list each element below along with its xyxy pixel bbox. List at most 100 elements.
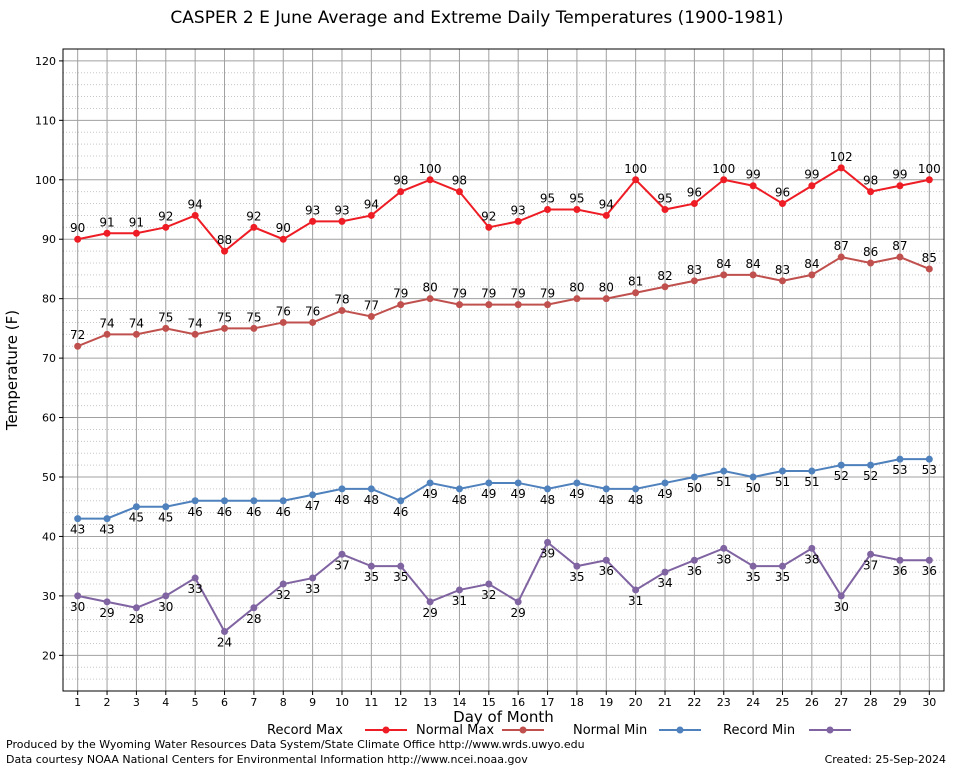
data-point xyxy=(397,188,405,196)
data-point xyxy=(808,544,816,552)
data-point xyxy=(250,223,258,231)
data-point xyxy=(250,604,258,612)
series-line xyxy=(77,458,930,520)
data-label: 36 xyxy=(599,564,614,578)
y-tick-label: 30 xyxy=(42,590,56,603)
data-point xyxy=(397,562,405,570)
series-record-max: 90 91 91 92 94 88 92 90 93 93 94 98 100 98 92 93 95 95 94 1… xyxy=(70,150,941,255)
data-point xyxy=(191,497,199,505)
x-tick-label: 28 xyxy=(864,696,878,709)
x-tick-label: 27 xyxy=(834,696,848,709)
data-label: 43 xyxy=(70,523,85,537)
data-point xyxy=(749,562,757,570)
data-point xyxy=(455,301,463,309)
data-label: 83 xyxy=(687,263,702,277)
data-point xyxy=(690,556,698,564)
data-label: 79 xyxy=(540,287,555,301)
legend-item: Normal Max xyxy=(416,723,544,738)
data-point xyxy=(544,538,552,546)
data-point xyxy=(514,217,522,225)
footer-produced-by: Produced by the Wyoming Water Resources … xyxy=(6,738,585,751)
data-point xyxy=(132,330,140,338)
data-point xyxy=(338,217,346,225)
data-label: 100 xyxy=(918,162,941,176)
data-point xyxy=(367,485,375,493)
x-tick-label: 25 xyxy=(775,696,789,709)
data-point xyxy=(837,592,845,600)
data-point xyxy=(690,277,698,285)
data-label: 48 xyxy=(334,493,349,507)
x-tick-label: 10 xyxy=(335,696,349,709)
data-point xyxy=(485,301,493,309)
data-point xyxy=(309,491,317,499)
data-point xyxy=(573,479,581,487)
data-label: 46 xyxy=(246,505,261,519)
data-point xyxy=(455,485,463,493)
data-label: 76 xyxy=(276,304,291,318)
data-point xyxy=(837,253,845,261)
data-label: 46 xyxy=(276,505,291,519)
data-label: 39 xyxy=(540,546,555,560)
data-label: 92 xyxy=(246,209,261,223)
data-point xyxy=(778,277,786,285)
x-tick-label: 1 xyxy=(74,696,81,709)
data-point xyxy=(191,211,199,219)
data-label: 75 xyxy=(217,310,232,324)
data-label: 33 xyxy=(188,582,203,596)
data-label: 35 xyxy=(775,570,790,584)
x-tick-label: 26 xyxy=(805,696,819,709)
data-point xyxy=(896,455,904,463)
data-point xyxy=(309,574,317,582)
data-label: 29 xyxy=(99,606,114,620)
data-label: 94 xyxy=(188,197,203,211)
data-point xyxy=(808,271,816,279)
data-label: 94 xyxy=(599,197,614,211)
data-point xyxy=(544,485,552,493)
data-label: 94 xyxy=(364,197,379,211)
data-label: 51 xyxy=(716,475,731,489)
y-tick-label: 90 xyxy=(42,233,56,246)
data-label: 87 xyxy=(892,239,907,253)
data-label: 87 xyxy=(834,239,849,253)
data-point xyxy=(309,217,317,225)
data-label: 96 xyxy=(775,186,790,200)
data-label: 48 xyxy=(599,493,614,507)
data-point xyxy=(632,289,640,297)
data-point xyxy=(279,235,287,243)
series-layer: 90 91 91 92 94 88 92 90 93 93 94 98 100 98 92 93 95 95 94 1… xyxy=(70,150,941,650)
data-label: 72 xyxy=(70,328,85,342)
data-point xyxy=(661,283,669,291)
y-tick-label: 80 xyxy=(42,293,56,306)
data-label: 34 xyxy=(657,576,672,590)
data-point xyxy=(837,164,845,172)
y-tick-label: 50 xyxy=(42,471,56,484)
data-point xyxy=(808,182,816,190)
data-point xyxy=(544,206,552,213)
x-tick-label: 22 xyxy=(687,696,701,709)
data-point xyxy=(426,479,434,487)
legend-marker xyxy=(519,726,527,734)
data-label: 35 xyxy=(569,570,584,584)
data-label: 88 xyxy=(217,233,232,247)
data-point xyxy=(778,467,786,475)
data-label: 49 xyxy=(657,487,672,501)
data-label: 29 xyxy=(422,606,437,620)
data-point xyxy=(867,461,875,469)
x-tick-label: 12 xyxy=(394,696,408,709)
data-label: 31 xyxy=(452,594,467,608)
data-point xyxy=(250,497,258,505)
x-tick-label: 23 xyxy=(717,696,731,709)
data-label: 37 xyxy=(334,558,349,572)
data-label: 84 xyxy=(716,257,731,271)
data-label: 35 xyxy=(364,570,379,584)
data-point xyxy=(925,176,933,184)
x-tick-label: 21 xyxy=(658,696,672,709)
footer-courtesy: Data courtesy NOAA National Centers for … xyxy=(6,753,528,766)
data-point xyxy=(720,467,728,475)
data-label: 93 xyxy=(305,203,320,217)
data-label: 45 xyxy=(129,511,144,525)
data-label: 38 xyxy=(804,552,819,566)
data-label: 98 xyxy=(393,174,408,188)
